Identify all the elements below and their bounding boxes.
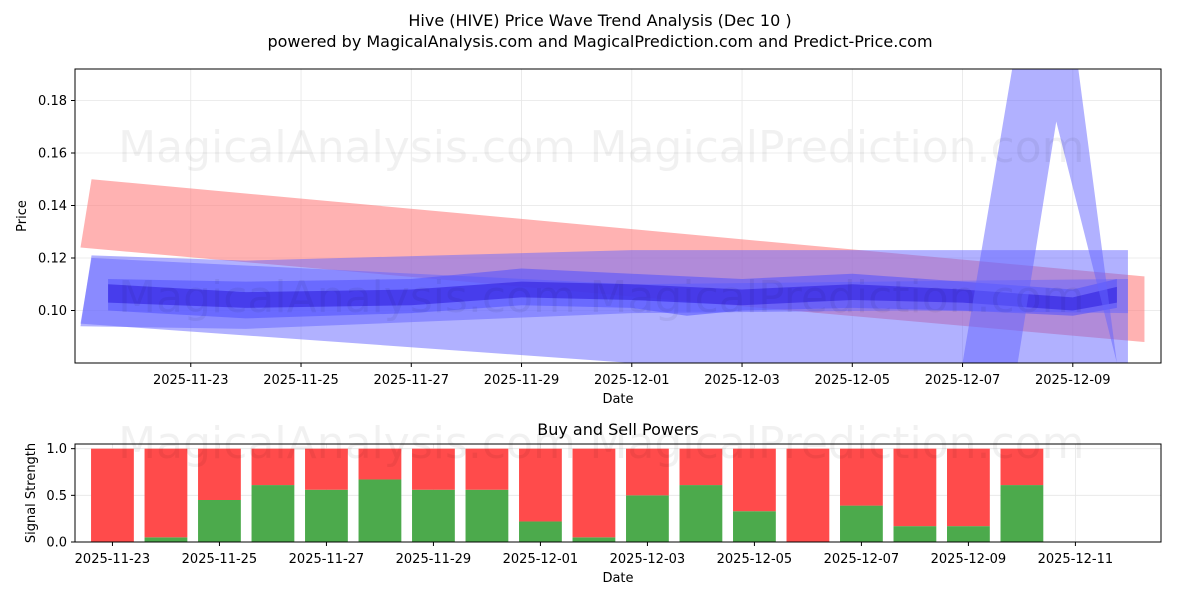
buy-bar [144, 537, 188, 542]
buy-bar [733, 511, 776, 542]
price-x-tick-label: 2025-11-29 [484, 373, 560, 388]
price-x-tick-label: 2025-12-09 [1035, 373, 1111, 388]
signal-x-tick-label: 2025-11-27 [289, 552, 365, 567]
signal-x-ticks: 2025-11-23 2025-11-25 2025-11-27 2025-11-29… [75, 542, 1114, 567]
buy-bar [947, 526, 990, 542]
sell-bar [144, 448, 188, 538]
sell-bar [519, 448, 562, 522]
signal-x-tick-label: 2025-12-07 [824, 552, 900, 567]
signal-y-tick-label: 1.0 [46, 442, 67, 457]
signal-x-tick-label: 2025-11-23 [75, 552, 151, 567]
signal-y-ticks: 0.0 0.5 1.0 [46, 442, 75, 551]
buy-bar [840, 505, 883, 542]
price-y-tick-label: 0.12 [38, 252, 67, 267]
sell-bar [465, 448, 509, 490]
sell-bar [412, 448, 455, 490]
signal-x-tick-label: 2025-12-03 [610, 552, 686, 567]
price-x-ticks: 2025-11-23 2025-11-25 2025-11-27 2025-11-29… [153, 363, 1111, 388]
buy-bar [198, 500, 241, 542]
sell-bar [893, 448, 937, 527]
sell-bar [198, 448, 241, 500]
signal-y-tick-label: 0.5 [46, 489, 67, 504]
figure-subtitle: powered by MagicalAnalysis.com and Magic… [267, 32, 932, 51]
buy-bar [626, 495, 669, 542]
price-axes-frame [74, 68, 1162, 364]
price-x-tick-label: 2025-12-07 [925, 373, 1001, 388]
price-chart: MagicalAnalysis.com MagicalPrediction.co… [15, 68, 1162, 407]
sell-bar [358, 448, 402, 480]
signal-bars [91, 448, 1044, 542]
signal-x-tick-label: 2025-11-25 [182, 552, 258, 567]
signal-x-tick-label: 2025-12-05 [717, 552, 793, 567]
price-x-tick-label: 2025-11-25 [263, 373, 339, 388]
price-y-tick-label: 0.10 [38, 304, 67, 319]
price-bands [80, 69, 1145, 363]
buy-bar [412, 489, 455, 542]
price-x-label: Date [602, 392, 633, 407]
signal-x-tick-label: 2025-12-01 [503, 552, 579, 567]
buy-bar [251, 485, 295, 542]
price-y-ticks: 0.10 0.12 0.14 0.16 0.18 [38, 94, 75, 319]
price-band-5 [108, 281, 1117, 311]
figure-title: Hive (HIVE) Price Wave Trend Analysis (D… [408, 11, 791, 30]
price-y-tick-label: 0.14 [38, 199, 67, 214]
price-y-tick-label: 0.18 [38, 94, 67, 109]
price-x-tick-label: 2025-12-05 [815, 373, 891, 388]
buy-bar [519, 521, 562, 542]
price-x-tick-label: 2025-11-27 [373, 373, 449, 388]
signal-y-label: Signal Strength [24, 443, 39, 543]
buy-bar [572, 537, 616, 542]
buy-bar [679, 485, 723, 542]
sell-bar [251, 448, 295, 486]
sell-bar [572, 448, 616, 538]
sell-bar [1000, 448, 1044, 486]
sell-bar [305, 448, 348, 490]
signal-title: Buy and Sell Powers [537, 420, 699, 439]
sell-bar [786, 448, 830, 542]
sell-bar [947, 448, 990, 527]
signal-x-tick-label: 2025-12-11 [1038, 552, 1114, 567]
watermark-mid-2: MagicalPrediction.com [590, 272, 1085, 323]
buy-bar [465, 489, 509, 542]
price-x-tick-label: 2025-11-23 [153, 373, 229, 388]
price-x-tick-label: 2025-12-03 [704, 373, 780, 388]
signal-chart: Buy and Sell Powers MagicalAnalysis.com … [24, 418, 1162, 586]
watermark-mid-1: MagicalAnalysis.com [118, 272, 576, 323]
watermark-top-1: MagicalAnalysis.com [118, 122, 576, 173]
buy-bar [893, 526, 937, 542]
signal-x-tick-label: 2025-11-29 [396, 552, 472, 567]
watermark-top-2: MagicalPrediction.com [590, 122, 1085, 173]
price-y-label: Price [15, 200, 30, 232]
buy-bar [305, 489, 348, 542]
sell-bar [679, 448, 723, 486]
buy-bar [1000, 485, 1044, 542]
signal-y-tick-label: 0.0 [46, 536, 67, 551]
signal-x-tick-label: 2025-12-09 [931, 552, 1007, 567]
sell-bar [840, 448, 883, 506]
buy-bar [358, 479, 402, 542]
signal-axes-frame [74, 443, 1162, 543]
sell-bar [91, 448, 134, 542]
sell-bar [626, 448, 669, 496]
signal-x-label: Date [602, 571, 633, 586]
price-band-6 [962, 69, 1117, 363]
sell-bar [733, 448, 776, 512]
price-y-tick-label: 0.16 [38, 147, 67, 162]
price-x-tick-label: 2025-12-01 [594, 373, 670, 388]
